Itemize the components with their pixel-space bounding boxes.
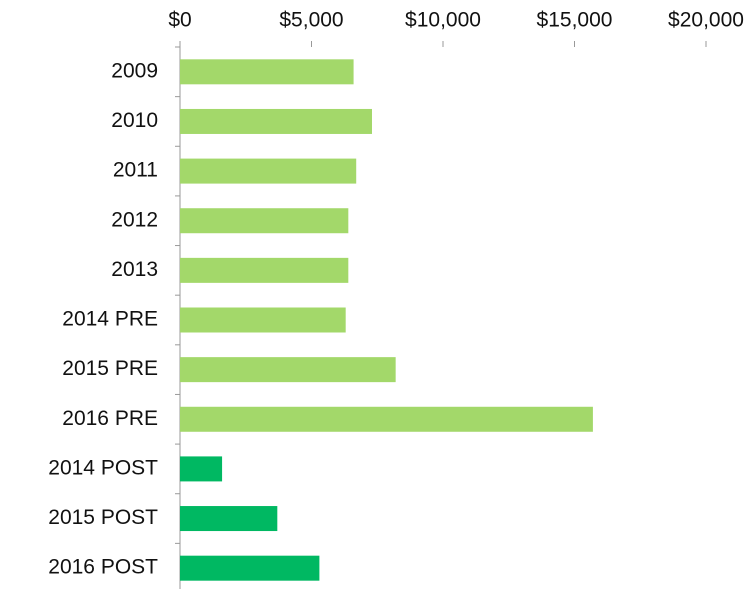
y-tick-label: 2014 PRE [62,308,158,331]
y-tick-label: 2015 POST [48,506,158,529]
x-tick-label: $5,000 [279,9,343,32]
x-tick-label: $0 [168,9,191,32]
bar [180,506,278,532]
bar [180,555,320,581]
y-tick-label: 2012 [111,208,158,231]
bar [180,108,372,134]
bar [180,406,593,432]
x-tick-label: $10,000 [405,9,481,32]
bar [180,59,354,85]
y-tick-label: 2016 POST [48,556,158,579]
bar [180,257,349,283]
y-tick-label: 2013 [111,258,158,281]
y-tick-label: 2016 PRE [62,407,158,430]
bar [180,357,396,383]
bar [180,456,223,482]
y-tick-label: 2015 PRE [62,357,158,380]
y-tick-label: 2011 [113,159,158,182]
x-tick-label: $20,000 [668,9,744,32]
y-tick-label: 2010 [111,109,158,132]
y-tick-label: 2009 [111,59,158,82]
bar [180,208,349,234]
y-tick-label: 2014 POST [48,456,158,479]
x-tick-label: $15,000 [537,9,613,32]
bar [180,307,346,333]
bar [180,158,357,184]
